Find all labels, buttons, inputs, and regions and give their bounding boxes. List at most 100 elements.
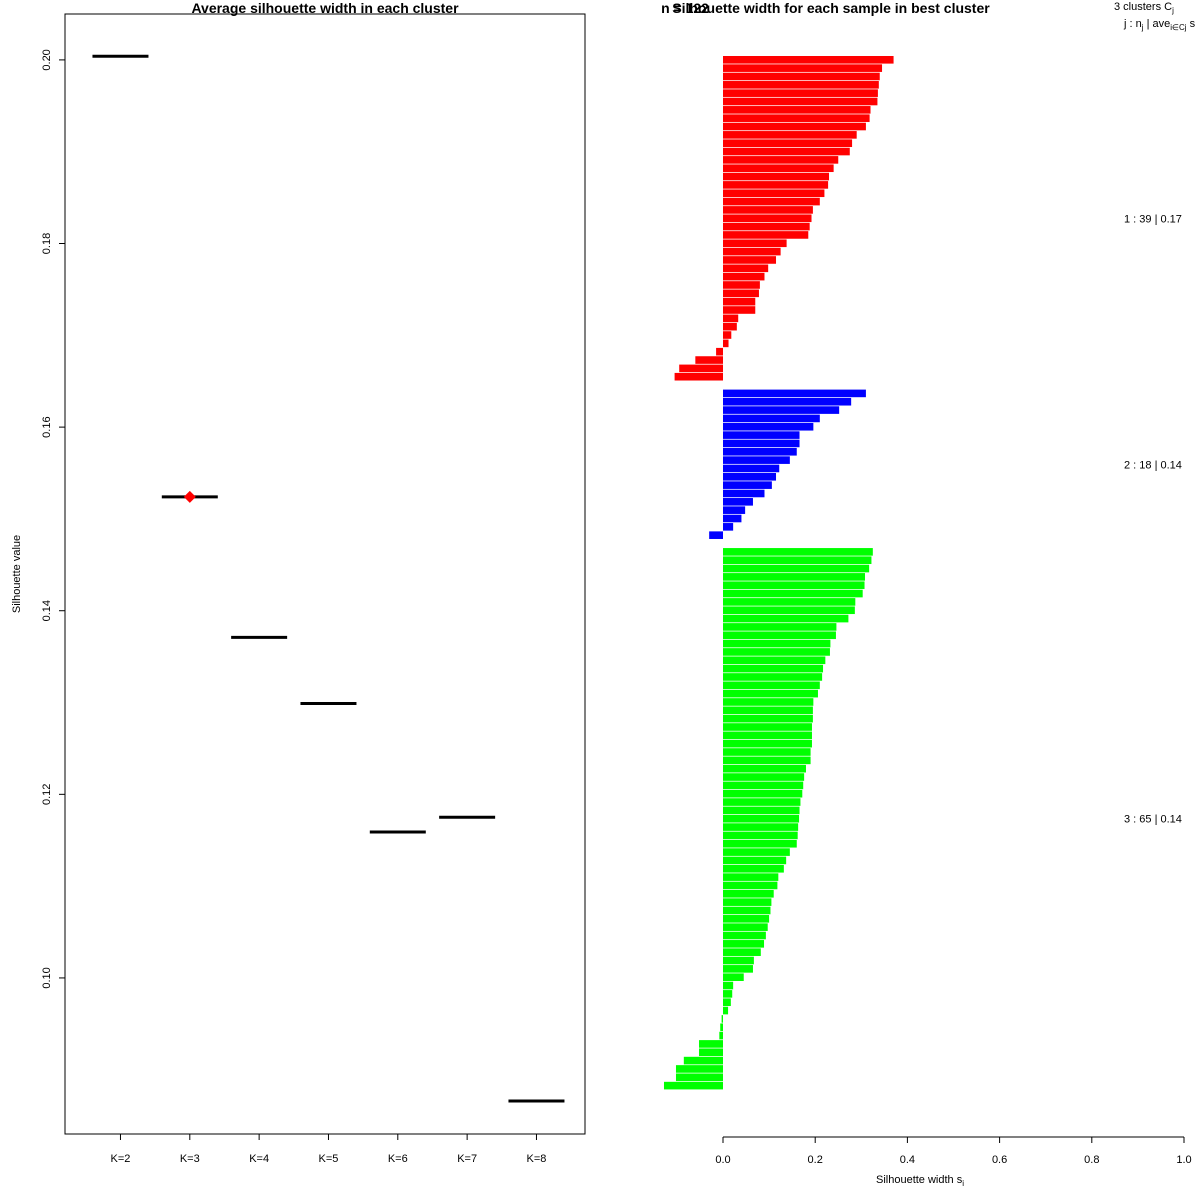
silhouette-bar [723, 281, 760, 289]
silhouette-bar [723, 439, 800, 448]
left-x-tick-label: K=3 [180, 1153, 200, 1165]
silhouette-bar [720, 1023, 723, 1032]
silhouette-bar [723, 422, 814, 431]
silhouette-bar [723, 864, 784, 873]
silhouette-bar [723, 973, 744, 981]
right-x-tick-label: 0.8 [1084, 1154, 1099, 1166]
silhouette-bar [679, 364, 723, 373]
left-y-tick-label: 0.16 [41, 416, 53, 437]
left-y-axis: 0.10 0.12 0.14 0.16 0.18 0.20 [41, 49, 65, 989]
silhouette-bar [723, 873, 779, 881]
left-x-tick-label: K=4 [249, 1153, 269, 1165]
silhouette-bar [721, 1015, 723, 1023]
left-x-tick-label: K=7 [457, 1153, 477, 1165]
silhouette-bar [719, 1031, 723, 1040]
silhouette-bar [723, 231, 809, 239]
silhouette-bar [723, 464, 780, 473]
silhouette-bar [723, 698, 814, 706]
silhouette-bar [723, 648, 830, 656]
silhouette-bar [723, 264, 769, 273]
silhouette-bar [709, 531, 723, 539]
left-y-tick-label: 0.10 [41, 967, 53, 988]
silhouette-bar [723, 156, 839, 164]
silhouette-bar [723, 339, 729, 348]
silhouette-bar [723, 806, 800, 815]
silhouette-bar [723, 306, 756, 314]
silhouette-bar [723, 289, 759, 298]
silhouette-bar [683, 1056, 723, 1065]
silhouette-bar [723, 940, 765, 948]
silhouette-bar [723, 548, 873, 556]
silhouette-bar [674, 372, 723, 381]
silhouette-bar [723, 214, 812, 223]
left-x-tick-label: K=2 [111, 1153, 131, 1165]
silhouette-bar [723, 56, 894, 64]
left-series [92, 54, 565, 1103]
silhouette-bar [723, 681, 820, 690]
silhouette-bar [723, 1006, 729, 1015]
silhouette-bar [723, 614, 849, 623]
silhouette-bar [723, 739, 812, 748]
silhouette-bar [723, 414, 820, 423]
silhouette-bar [723, 147, 850, 156]
silhouette-bar [723, 322, 737, 331]
silhouette-bar [675, 1073, 723, 1082]
silhouette-bar [723, 965, 753, 973]
silhouette-bar [723, 923, 768, 931]
silhouette-bar [723, 890, 774, 898]
silhouette-bar [723, 848, 790, 856]
silhouette-bar [723, 706, 813, 715]
silhouette-bar [723, 222, 810, 231]
silhouette-bar [723, 573, 865, 581]
silhouette-bar [723, 781, 804, 790]
silhouette-bar [723, 606, 855, 615]
silhouette-bar [723, 331, 732, 339]
silhouette-bar [723, 122, 866, 131]
silhouette-bar [723, 931, 766, 940]
silhouette-bar [723, 164, 834, 173]
silhouette-bar [723, 839, 797, 848]
silhouette-bar [723, 990, 733, 998]
silhouette-bar [663, 1081, 723, 1090]
silhouette-bar [723, 247, 781, 256]
silhouette-bar [723, 623, 837, 631]
silhouette-bar [723, 106, 871, 114]
silhouette-bar [723, 489, 765, 498]
right-x-tick-label: 1.0 [1176, 1154, 1191, 1166]
silhouette-bar [723, 397, 852, 406]
silhouette-bar [723, 956, 754, 965]
best-k-marker [183, 490, 196, 503]
silhouette-bar [723, 72, 880, 81]
silhouette-bar [723, 64, 883, 72]
silhouette-bar [675, 1065, 723, 1073]
silhouette-bar [723, 831, 798, 840]
silhouette-bar [723, 473, 777, 481]
silhouette-bar [723, 447, 797, 456]
left-y-tick-label: 0.12 [41, 784, 53, 805]
cluster-header-line2-a: j : n [1123, 18, 1142, 30]
silhouette-bar [723, 206, 813, 214]
left-x-tick-label: K=6 [388, 1153, 408, 1165]
silhouette-bar [723, 139, 853, 147]
silhouette-bar [723, 589, 863, 598]
left-y-axis-label: Silhouette value [11, 535, 23, 613]
silhouette-bar [723, 856, 787, 865]
silhouette-bar [723, 314, 739, 323]
silhouette-bar [716, 347, 723, 356]
silhouette-bar [723, 506, 746, 514]
cluster-header-line1-main: 3 clusters C [1114, 1, 1172, 13]
silhouette-bar [723, 814, 800, 823]
silhouette-bar [723, 723, 812, 731]
silhouette-bar [723, 673, 823, 681]
right-x-tick-label: 0.2 [808, 1154, 823, 1166]
left-y-tick-label: 0.18 [41, 233, 53, 254]
silhouette-bar [723, 389, 866, 398]
silhouette-bar [723, 97, 878, 106]
silhouette-bar [723, 639, 831, 648]
left-x-axis: K=2 K=3 K=4 K=5 K=6 K=7 K=8 [111, 1134, 546, 1165]
silhouette-bar [723, 631, 836, 640]
left-chart-title: Average silhouette width in each cluster [191, 0, 459, 16]
silhouette-bar [723, 514, 742, 523]
cluster-header-line2-sub1: j [1141, 23, 1144, 32]
silhouette-bar [699, 1048, 723, 1057]
